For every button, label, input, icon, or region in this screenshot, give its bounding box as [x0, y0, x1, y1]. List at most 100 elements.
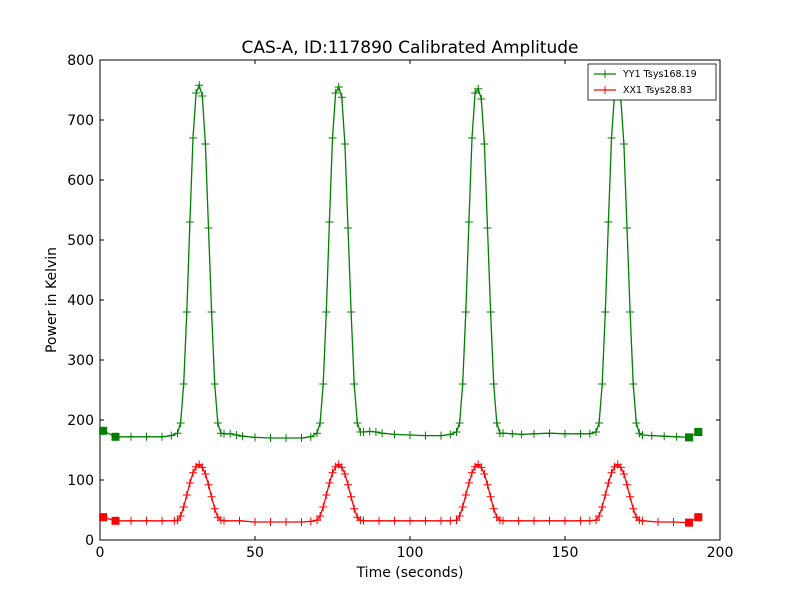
data-point-marker	[508, 429, 517, 438]
data-point-marker	[477, 463, 486, 472]
data-point-marker	[179, 380, 188, 388]
data-point-marker	[626, 308, 635, 316]
data-point-marker	[235, 516, 244, 525]
data-point-marker	[313, 429, 321, 438]
data-point-marker	[251, 518, 259, 526]
legend-label-xx1: XX1 Tsys28.83	[623, 85, 692, 96]
data-point-marker	[182, 308, 191, 316]
data-point-marker	[344, 480, 352, 489]
data-point-marker	[455, 419, 464, 427]
data-point-marker	[204, 224, 213, 232]
data-point-marker	[486, 492, 495, 501]
data-point-marker	[347, 492, 356, 501]
data-point-marker	[167, 431, 176, 440]
data-point-marker	[359, 428, 368, 436]
data-point-marker	[499, 429, 507, 438]
data-point-marker	[282, 518, 290, 526]
data-point-marker	[458, 503, 467, 511]
data-point-marker	[232, 431, 241, 439]
data-point-marker	[629, 504, 638, 513]
y-tick-label: 0	[85, 533, 94, 549]
series-line	[102, 83, 699, 439]
data-point-marker	[672, 432, 681, 441]
data-point-marker	[592, 428, 600, 436]
data-point-marker	[483, 480, 492, 489]
data-point-marker	[198, 92, 207, 100]
data-point-marker	[331, 89, 340, 97]
data-point-marker	[598, 380, 607, 388]
square-marker	[99, 426, 108, 435]
y-tick-label: 200	[67, 413, 94, 429]
x-tick-label: 100	[397, 545, 424, 561]
data-point-marker	[207, 308, 216, 316]
data-point-marker	[421, 431, 430, 440]
data-point-marker	[173, 429, 182, 438]
data-point-marker	[576, 429, 585, 438]
data-point-marker	[297, 434, 306, 442]
data-point-marker	[185, 218, 194, 226]
data-point-marker	[607, 134, 616, 142]
data-point-marker	[220, 516, 228, 525]
series-line	[102, 463, 699, 524]
x-tick-label: 0	[96, 545, 105, 561]
data-point-marker	[616, 463, 625, 472]
data-point-marker	[486, 308, 495, 316]
data-point-marker	[322, 491, 331, 499]
data-point-marker	[468, 468, 476, 477]
data-point-marker	[198, 463, 207, 472]
data-point-marker	[477, 95, 486, 103]
data-point-marker	[328, 468, 337, 477]
data-point-marker	[350, 380, 359, 388]
data-point-marker	[353, 419, 362, 427]
data-point-marker	[213, 419, 222, 427]
data-point-marker	[452, 516, 461, 525]
data-point-marker	[251, 433, 259, 442]
data-point-marker	[619, 140, 628, 148]
data-point-marker	[179, 503, 188, 511]
data-point-marker	[530, 516, 538, 525]
data-point-marker	[176, 419, 185, 427]
square-marker	[694, 428, 703, 436]
data-point-marker	[461, 308, 470, 316]
data-point-marker	[499, 516, 507, 525]
data-point-marker	[437, 431, 445, 440]
data-point-marker	[601, 308, 610, 316]
data-point-marker	[455, 512, 464, 520]
data-point-marker	[176, 512, 185, 520]
data-point-marker	[359, 516, 368, 525]
y-tick-label: 100	[67, 473, 94, 489]
data-point-marker	[669, 518, 678, 526]
data-point-marker	[316, 512, 325, 520]
data-point-marker	[282, 434, 290, 442]
data-point-marker	[464, 479, 473, 487]
data-point-marker	[437, 516, 445, 525]
legend-marker-yy1: +	[600, 67, 610, 81]
data-point-marker	[201, 140, 210, 148]
legend-label-yy1: YY1 Tsys168.19	[622, 69, 697, 80]
data-point-marker	[340, 470, 349, 478]
data-point-marker	[474, 84, 483, 93]
data-point-marker	[545, 516, 554, 525]
data-point-marker	[517, 430, 526, 439]
data-point-marker	[378, 429, 387, 438]
data-point-marker	[458, 380, 467, 388]
data-point-marker	[347, 308, 356, 316]
data-point-marker	[492, 419, 501, 427]
data-point-marker	[319, 503, 328, 511]
data-point-marker	[595, 419, 604, 427]
data-point-marker	[623, 224, 631, 232]
data-point-marker	[489, 380, 498, 388]
data-point-marker	[471, 89, 480, 97]
ticks-layer: 0 50 100 150 200 0 100 200 300 400 500 600 700 800	[67, 53, 733, 561]
data-point-marker	[654, 518, 662, 526]
square-marker	[685, 433, 693, 442]
y-tick-label: 300	[67, 353, 94, 369]
data-point-marker	[207, 492, 216, 501]
series-layer	[99, 81, 703, 527]
data-point-marker	[365, 427, 374, 436]
data-point-marker	[182, 491, 191, 499]
y-tick-label: 400	[67, 293, 94, 309]
data-point-marker	[468, 134, 476, 142]
y-tick-label: 800	[67, 53, 94, 69]
data-point-marker	[464, 218, 473, 226]
